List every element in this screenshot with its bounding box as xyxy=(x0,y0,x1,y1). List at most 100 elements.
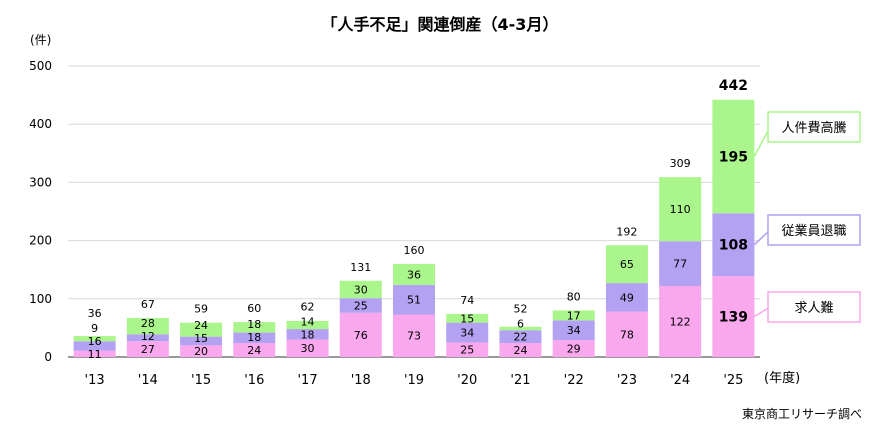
bar-segment xyxy=(659,285,702,357)
legend-label: 求人難 xyxy=(794,301,833,316)
bar-segment xyxy=(73,350,116,357)
y-tick-label: 300 xyxy=(29,175,52,189)
legend-box xyxy=(767,214,861,246)
segment-label: 14 xyxy=(301,315,315,328)
bar-segment xyxy=(393,284,435,315)
y-tick-label: 100 xyxy=(29,292,52,306)
bar-segment xyxy=(659,177,702,242)
segment-label: 195 xyxy=(719,150,748,166)
source-note: 東京商工リサーチ調べ xyxy=(742,406,862,421)
segment-label: 12 xyxy=(141,330,155,343)
bar-segment xyxy=(712,99,755,214)
bar-segment xyxy=(339,280,382,299)
x-tick-label: '25 xyxy=(723,373,743,388)
bar-segment xyxy=(286,339,329,357)
segment-label: 22 xyxy=(513,331,527,344)
x-tick-label: '18 xyxy=(351,373,371,388)
y-axis-label: (件) xyxy=(30,33,51,47)
bar-segment xyxy=(499,343,542,357)
x-tick-label: '19 xyxy=(404,373,424,388)
segment-label: 78 xyxy=(620,328,634,341)
segment-label: 34 xyxy=(567,324,581,337)
bar-segment xyxy=(605,283,648,312)
bar-segment xyxy=(446,342,489,357)
segment-label: 30 xyxy=(301,342,315,355)
x-tick-label: '15 xyxy=(191,373,211,388)
segment-label: 24 xyxy=(513,344,527,357)
segment-label: 18 xyxy=(247,331,261,344)
bar-segment xyxy=(393,263,435,285)
bar-segment xyxy=(233,322,276,333)
x-tick-label: '17 xyxy=(297,373,317,388)
total-label: 131 xyxy=(350,261,371,274)
segment-label: 73 xyxy=(407,330,421,343)
segment-label: 15 xyxy=(460,312,474,325)
bar-segment xyxy=(552,320,595,341)
legend-label: 従業員退職 xyxy=(781,223,846,239)
bar-segment xyxy=(233,343,276,357)
segment-label: 110 xyxy=(670,203,691,216)
bar-segment xyxy=(659,241,702,286)
total-label: 36 xyxy=(88,307,102,320)
bar-segment xyxy=(286,320,329,330)
segment-label: 9 xyxy=(91,322,98,335)
bar-segment xyxy=(446,313,489,323)
total-label: 60 xyxy=(247,302,261,315)
x-tick-label: '22 xyxy=(564,373,584,388)
segment-label: 6 xyxy=(517,318,524,331)
x-tick-label: '24 xyxy=(670,373,690,388)
total-label: 309 xyxy=(670,157,691,170)
segment-label: 18 xyxy=(247,318,261,331)
segment-label: 76 xyxy=(354,329,368,342)
bar-segment xyxy=(286,329,329,340)
segment-label: 27 xyxy=(141,343,155,356)
x-tick-label: '20 xyxy=(457,373,477,388)
bar-segment xyxy=(393,314,435,357)
bar-segment xyxy=(180,336,223,346)
segment-label: 49 xyxy=(620,291,634,304)
total-label: 442 xyxy=(719,78,748,94)
total-label: 80 xyxy=(567,290,581,303)
bar-segment xyxy=(552,340,595,357)
segment-label: 15 xyxy=(194,332,208,345)
y-tick-label: 0 xyxy=(44,350,52,364)
bar-segment xyxy=(499,330,542,344)
total-label: 62 xyxy=(301,300,315,313)
segment-label: 11 xyxy=(88,348,102,361)
bar-segment xyxy=(499,326,542,331)
segment-label: 36 xyxy=(407,268,421,281)
x-axis-label: (年度) xyxy=(764,370,800,386)
segment-label: 34 xyxy=(460,327,474,340)
bar-segment xyxy=(446,322,489,343)
segment-label: 51 xyxy=(407,294,421,307)
segment-label: 18 xyxy=(301,328,315,341)
bar-segment xyxy=(712,276,755,357)
total-label: 160 xyxy=(404,244,425,257)
total-label: 59 xyxy=(194,303,208,316)
legend-box xyxy=(767,291,861,323)
x-tick-label: '21 xyxy=(510,373,530,388)
segment-label: 65 xyxy=(620,258,634,271)
segment-label: 24 xyxy=(194,319,208,332)
bar-segment xyxy=(180,322,223,337)
segment-label: 77 xyxy=(673,258,687,271)
segment-label: 16 xyxy=(88,335,102,348)
segment-label: 139 xyxy=(719,310,748,326)
chart-title: 「人手不足」関連倒産（4-3月） xyxy=(322,15,559,34)
segment-label: 122 xyxy=(670,315,691,328)
total-label: 67 xyxy=(141,298,155,311)
total-label: 74 xyxy=(460,294,474,307)
bar-segment xyxy=(73,341,116,351)
bar-segment xyxy=(339,298,382,313)
y-tick-label: 500 xyxy=(29,59,52,73)
total-label: 52 xyxy=(513,303,527,316)
legend-box xyxy=(767,111,861,143)
bar-segment xyxy=(339,312,382,357)
bar-segment xyxy=(233,332,276,344)
bar-segment xyxy=(605,311,648,357)
x-tick-label: '13 xyxy=(85,373,105,388)
segment-label: 29 xyxy=(567,343,581,356)
total-label: 192 xyxy=(616,225,637,238)
bar-segment xyxy=(552,310,595,321)
